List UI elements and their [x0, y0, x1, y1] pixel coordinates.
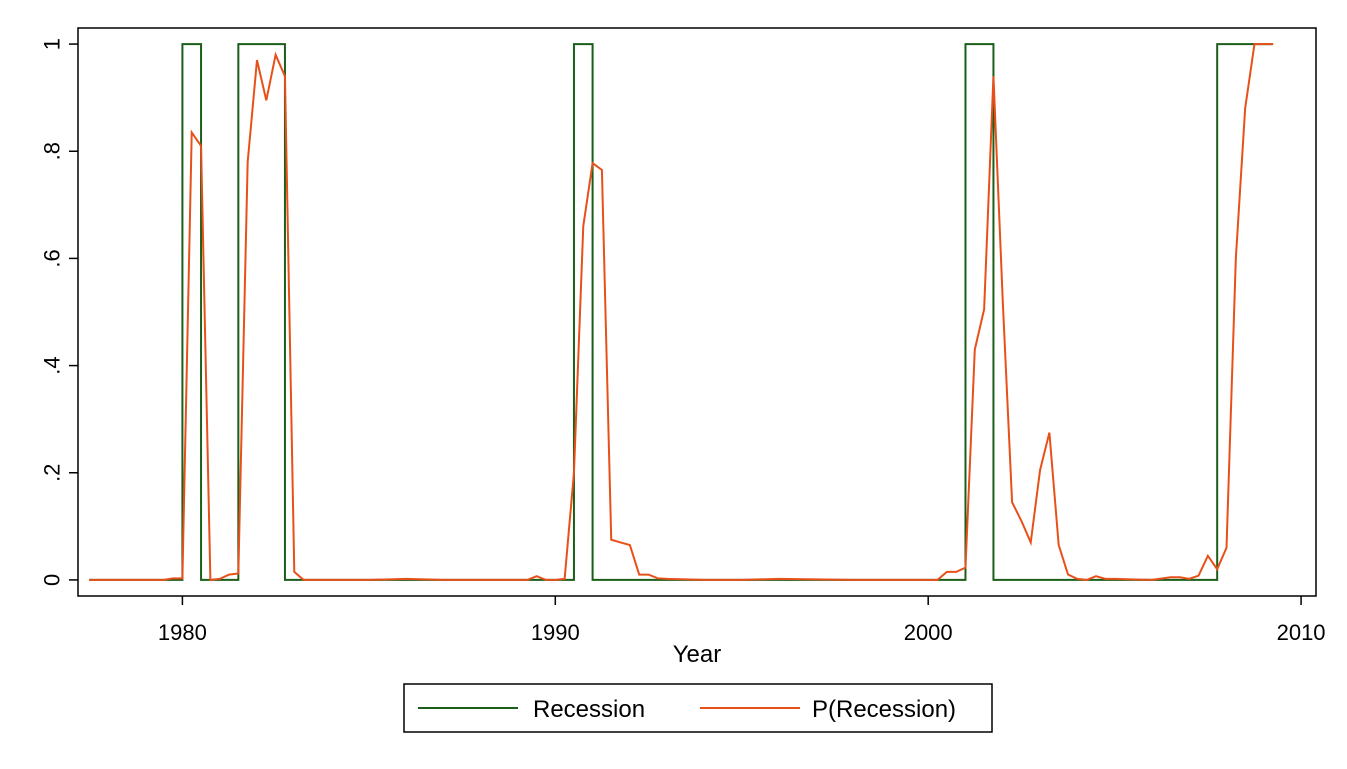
x-tick-label: 1990	[531, 620, 580, 645]
x-tick-label: 1980	[158, 620, 207, 645]
legend: Recession P(Recession)	[403, 683, 993, 733]
y-tick-label: .2	[40, 464, 65, 482]
legend-label-recession: Recession	[533, 696, 645, 723]
y-tick-label: 1	[40, 38, 65, 50]
plot-frame	[77, 27, 1317, 597]
x-tick-label: 2000	[904, 620, 953, 645]
legend-label-p-recession: P(Recession)	[812, 696, 956, 723]
x-axis: 1980 1990 2000 2010	[158, 596, 1326, 645]
x-axis-title: Year	[673, 641, 722, 668]
y-tick-label: 0	[40, 574, 65, 586]
y-tick-label: .8	[40, 142, 65, 160]
y-axis: 0 .2 .4 .6 .8 1	[40, 38, 78, 586]
series-layer	[89, 43, 1274, 582]
x-tick-label: 2010	[1277, 620, 1326, 645]
y-tick-label: .6	[40, 249, 65, 267]
series-line-p-recession	[89, 43, 1274, 582]
legend-box	[403, 683, 993, 733]
series-line-recession	[89, 43, 1274, 581]
y-tick-label: .4	[40, 356, 65, 374]
